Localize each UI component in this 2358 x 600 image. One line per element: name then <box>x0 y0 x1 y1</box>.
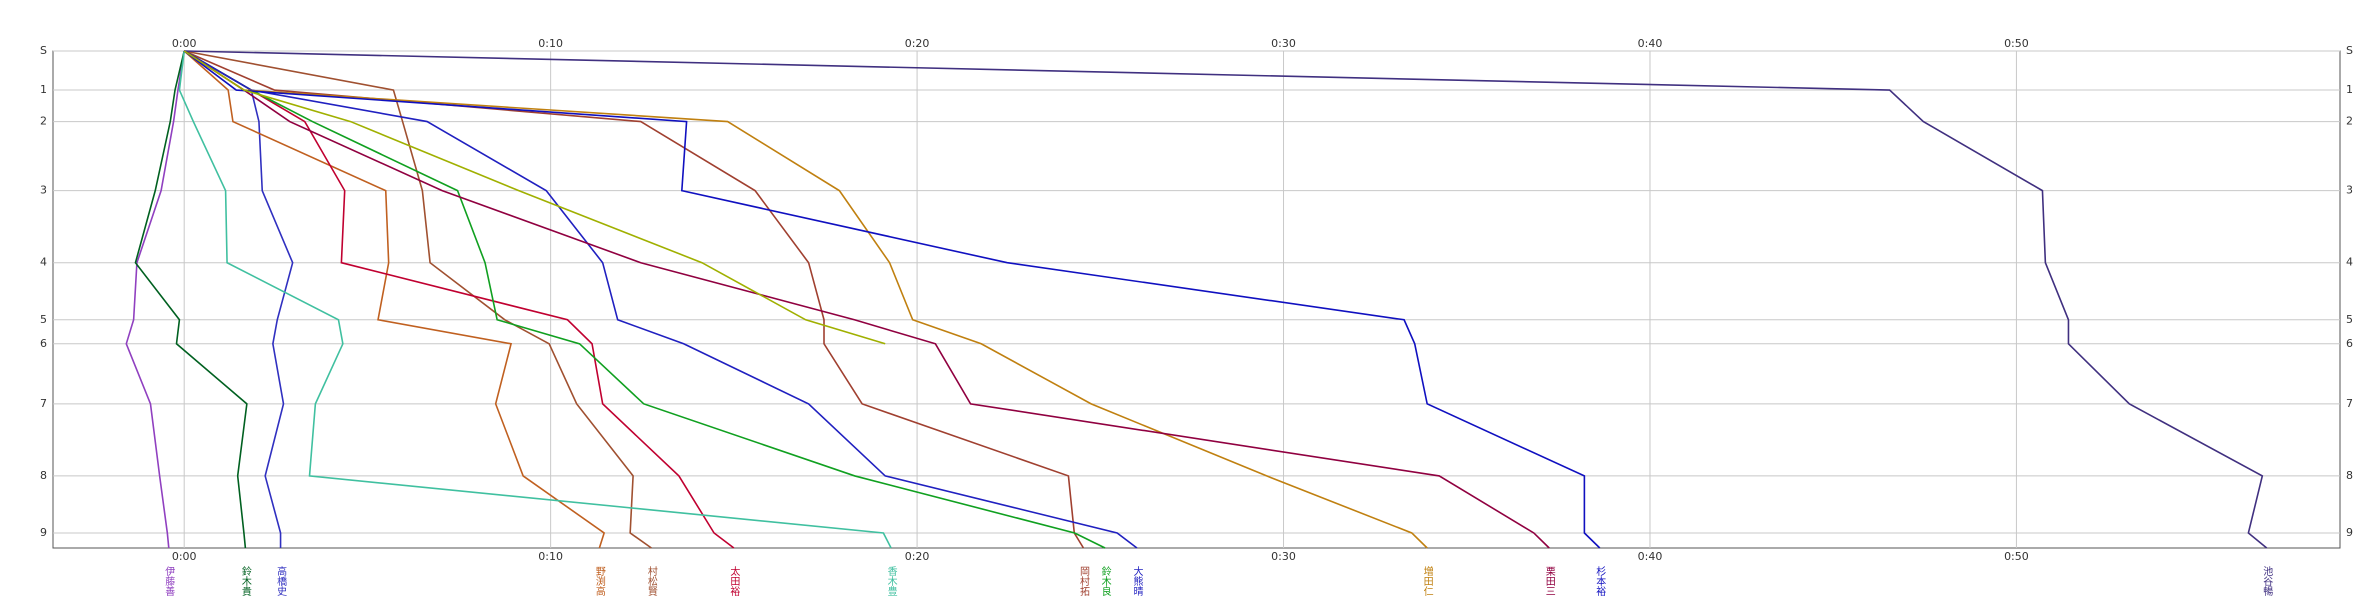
x-tick-label: 0:10 <box>538 37 563 50</box>
series-line <box>184 50 652 549</box>
series-line <box>183 50 294 548</box>
series-name: 栗田三 <box>1543 566 1555 596</box>
series-line <box>183 50 886 345</box>
y-tick-label: 1 <box>40 83 47 96</box>
y-tick-label: 9 <box>2346 526 2353 539</box>
y-tick-label: 7 <box>2346 397 2353 410</box>
series-line <box>184 50 2268 549</box>
y-tick-label: 9 <box>40 526 47 539</box>
x-tick-label: 0:00 <box>172 550 197 563</box>
series-name: 伊藤善 <box>163 566 175 597</box>
x-tick-label: 0:40 <box>1638 37 1663 50</box>
y-tick-label: 2 <box>40 115 47 128</box>
series-line <box>183 50 1106 549</box>
x-tick-label: 0:30 <box>1271 37 1296 50</box>
series-name: 太田裕 <box>728 565 740 597</box>
series-line <box>183 50 1550 549</box>
series-name: 香木豊 <box>885 566 897 596</box>
y-tick-label: S <box>40 44 47 57</box>
y-tick-label: 4 <box>40 256 47 269</box>
y-tick-label: 1 <box>2346 83 2353 96</box>
x-tick-label: 0:10 <box>538 550 563 563</box>
y-tick-label: 6 <box>2346 337 2353 350</box>
series-name: 鈴木貴 <box>239 565 251 597</box>
x-tick-label: 0:40 <box>1638 550 1663 563</box>
y-tick-label: 4 <box>2346 256 2353 269</box>
plot-frame <box>52 50 2341 549</box>
y-tick-label: 2 <box>2346 115 2353 128</box>
series-name: 杉本裕 <box>1594 565 1606 597</box>
series-name: 池谷暢 <box>2261 565 2273 597</box>
series-line <box>183 50 1601 549</box>
y-tick-label: S <box>2346 44 2353 57</box>
series-line <box>178 50 892 549</box>
y-tick-label: 5 <box>2346 313 2353 326</box>
y-tick-label: 6 <box>40 337 47 350</box>
series-line <box>183 50 1085 549</box>
series-line <box>134 50 248 549</box>
series-name: 大熊晴 <box>1131 565 1143 596</box>
x-tick-label: 0:30 <box>1271 550 1296 563</box>
x-tick-label: 0:20 <box>905 37 930 50</box>
y-tick-label: 3 <box>2346 184 2353 197</box>
series-name: 増田仁 <box>1421 565 1433 596</box>
series-line <box>183 50 735 549</box>
series-name: 野渕高 <box>593 566 605 597</box>
series-name: 岡村拓 <box>1077 566 1089 597</box>
x-tick-label: 0:00 <box>172 37 197 50</box>
x-tick-label: 0:20 <box>905 550 930 563</box>
y-tick-label: 7 <box>40 397 47 410</box>
series-line <box>183 50 1138 549</box>
series-name: 村松賢 <box>645 565 657 597</box>
series-name: 鈴木良 <box>1099 565 1111 597</box>
series-line <box>183 50 1428 549</box>
series-line <box>125 50 185 549</box>
x-tick-label: 0:50 <box>2004 550 2029 563</box>
y-tick-label: 5 <box>40 313 47 326</box>
y-tick-label: 8 <box>40 469 47 482</box>
x-tick-label: 0:50 <box>2004 37 2029 50</box>
y-tick-label: 8 <box>2346 469 2353 482</box>
series-line <box>183 50 606 549</box>
series-name: 高橋史 <box>275 565 287 597</box>
y-tick-label: 3 <box>40 184 47 197</box>
